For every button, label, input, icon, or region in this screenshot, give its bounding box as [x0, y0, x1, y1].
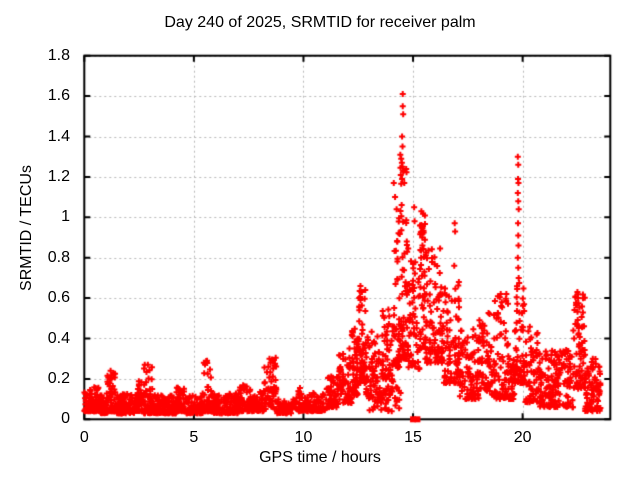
y-tick-label: 0.6 [47, 289, 70, 307]
y-tick-label: 1.4 [47, 127, 70, 145]
y-tick-label: 1 [61, 208, 70, 226]
x-tick-label: 0 [79, 429, 89, 446]
y-tick-label: 0.2 [47, 369, 70, 387]
chart-title: Day 240 of 2025, SRMTID for receiver pal… [164, 14, 476, 31]
x-tick-label: 10 [294, 429, 313, 446]
x-axis-label: GPS time / hours [259, 449, 381, 466]
x-tick-label: 20 [513, 429, 532, 446]
y-tick-label: 0.8 [47, 248, 70, 266]
x-tick-label: 5 [189, 429, 199, 446]
y-tick-label: 1.6 [47, 87, 70, 105]
y-tick-label: 0.4 [47, 329, 70, 347]
y-tick-label: 1.2 [47, 167, 70, 185]
x-tick-label: 15 [404, 429, 422, 446]
y-tick-label: 0 [61, 410, 70, 428]
y-tick-label: 1.8 [47, 46, 70, 64]
